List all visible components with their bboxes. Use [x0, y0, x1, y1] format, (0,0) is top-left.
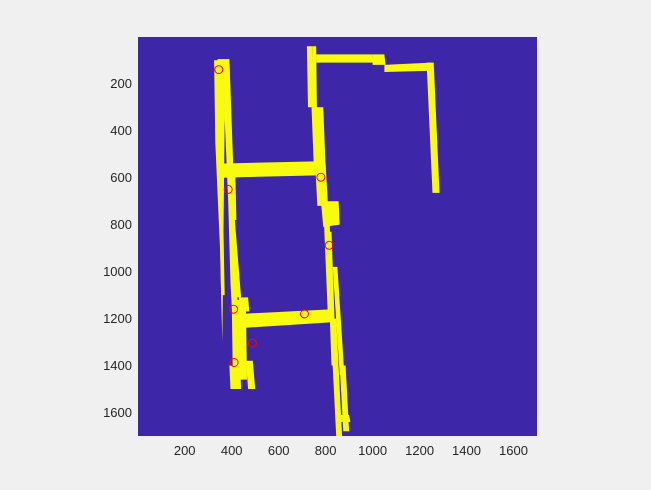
mask-region: [337, 414, 351, 422]
plot-area: [138, 37, 537, 436]
mask-layer: [214, 46, 440, 436]
mask-region: [230, 224, 242, 298]
mask-region: [311, 107, 326, 169]
y-tick-label: 1200: [103, 311, 132, 326]
y-tick-label: 600: [110, 170, 132, 185]
marker-point: [223, 184, 233, 194]
mask-region: [339, 365, 350, 432]
x-tick-label: 1400: [452, 443, 481, 458]
x-axis-ticks: 200 400 600 800 1000 1200 1400 1600: [174, 443, 528, 458]
marker-point: [300, 309, 309, 319]
marker-point: [247, 338, 257, 348]
mask-region: [218, 168, 225, 296]
mask-region: [316, 54, 373, 60]
mask-region: [220, 161, 323, 178]
mask-region: [217, 59, 231, 98]
y-tick-label: 1000: [103, 264, 132, 279]
x-tick-label: 200: [174, 443, 196, 458]
y-tick-label: 800: [110, 217, 132, 232]
mask-region: [426, 62, 440, 193]
marker-point: [324, 240, 334, 250]
x-tick-label: 1200: [405, 443, 434, 458]
mask-region: [384, 62, 432, 72]
marker-point: [229, 304, 239, 314]
mask-region: [372, 54, 386, 65]
x-tick-label: 800: [315, 443, 337, 458]
marker-point: [214, 65, 224, 75]
x-tick-label: 1000: [358, 443, 387, 458]
mask-region: [332, 266, 345, 375]
mask-region: [229, 365, 238, 389]
y-tick-label: 1400: [103, 358, 132, 373]
marker-point: [316, 172, 326, 182]
y-tick-label: 1600: [103, 405, 132, 420]
x-tick-label: 600: [268, 443, 290, 458]
y-tick-label: 200: [110, 76, 132, 91]
mask-region: [318, 180, 326, 197]
x-tick-label: 400: [221, 443, 243, 458]
mask-region: [227, 168, 237, 220]
y-axis-ticks: 200 400 600 800 1000 1200 1400 1600: [103, 76, 132, 420]
y-tick-label: 400: [110, 123, 132, 138]
mask-region: [245, 360, 256, 389]
marker-point: [229, 358, 239, 367]
marker-layer: [214, 65, 334, 367]
x-tick-label: 1600: [499, 443, 528, 458]
mask-region: [241, 309, 334, 328]
mask-region: [306, 46, 314, 108]
mask-region: [330, 318, 343, 436]
